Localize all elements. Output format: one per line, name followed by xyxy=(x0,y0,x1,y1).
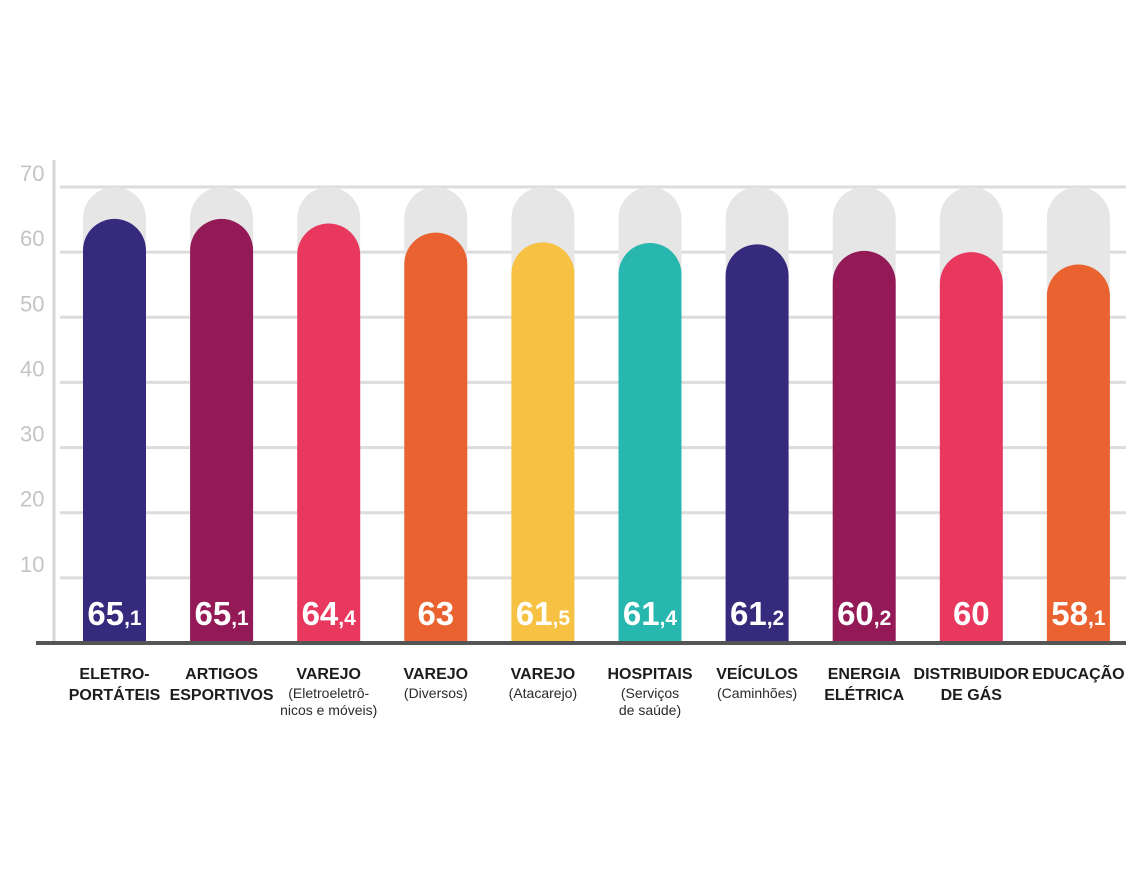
bar-value-label: 60,2 xyxy=(837,595,891,632)
bars: 65,1 65,1 64,4 63 61,5 61,4 61,2 60,2 60 58,1 xyxy=(83,186,1110,643)
bar xyxy=(511,242,575,643)
category-label: ESPORTIVOS xyxy=(170,687,274,704)
bar xyxy=(190,218,254,643)
bar-value-label: 63 xyxy=(417,595,454,632)
category-label: VEÍCULOS xyxy=(716,664,798,683)
bar-value-label: 58,1 xyxy=(1051,595,1106,632)
bar-value-decimal: ,1 xyxy=(231,607,249,630)
y-tick-label: 20 xyxy=(20,487,44,512)
bar-value-decimal: ,2 xyxy=(874,607,892,630)
bar xyxy=(404,232,468,643)
category-label: PORTÁTEIS xyxy=(69,685,161,704)
bar-value-integer: 64 xyxy=(302,595,339,632)
bar-value-integer: 58 xyxy=(1051,595,1088,632)
category-label: DISTRIBUIDOR xyxy=(914,666,1030,683)
bar-value-label: 61,4 xyxy=(623,595,678,632)
y-tick-label: 30 xyxy=(20,422,44,447)
category-sublabel: nicos e móveis) xyxy=(280,702,377,718)
bar-value-label: 65,1 xyxy=(194,595,249,632)
category-label: VAREJO xyxy=(403,666,468,683)
bar xyxy=(1046,264,1110,643)
bar-value-integer: 60 xyxy=(953,595,990,632)
category-sublabel: (Atacarejo) xyxy=(509,685,577,701)
bar-value-integer: 60 xyxy=(837,595,874,632)
bar-value-integer: 61 xyxy=(730,595,767,632)
y-tick-label: 60 xyxy=(20,226,44,251)
bar xyxy=(939,252,1003,643)
bar-value-label: 65,1 xyxy=(87,595,142,632)
bar-value-integer: 63 xyxy=(417,595,454,632)
bar xyxy=(83,218,146,643)
bar-value-label: 64,4 xyxy=(302,595,357,632)
category-label: ELÉTRICA xyxy=(824,685,904,704)
bar xyxy=(832,250,896,643)
category-sublabel: (Caminhões) xyxy=(717,685,797,701)
category-sublabel: (Diversos) xyxy=(404,685,468,701)
bar-value-integer: 65 xyxy=(194,595,231,632)
bar xyxy=(618,243,682,643)
bar-value-label: 60 xyxy=(953,595,990,632)
bar-value-decimal: ,2 xyxy=(767,607,785,630)
bar-value-label: 61,5 xyxy=(516,595,571,632)
category-label: VAREJO xyxy=(511,666,576,683)
category-label: DE GÁS xyxy=(941,685,1003,704)
y-tick-label: 10 xyxy=(20,552,44,577)
bar-value-decimal: ,5 xyxy=(553,607,571,630)
y-tick-label: 40 xyxy=(20,356,44,381)
bar-value-label: 61,2 xyxy=(730,595,784,632)
bar-value-integer: 61 xyxy=(623,595,660,632)
category-label: ENERGIA xyxy=(828,666,901,683)
bar xyxy=(725,244,789,643)
bar-value-decimal: ,4 xyxy=(660,607,678,630)
category-labels: ELETRO- PORTÁTEIS ARTIGOS ESPORTIVOS VAREJO (… xyxy=(69,663,1125,718)
category-label: HOSPITAIS xyxy=(607,666,692,683)
bar xyxy=(297,223,361,643)
y-axis-ticks: 10 20 30 40 50 60 70 xyxy=(20,161,44,577)
bar-value-decimal: ,1 xyxy=(1088,607,1106,630)
bar-value-decimal: ,4 xyxy=(338,607,356,630)
bar-value-integer: 65 xyxy=(87,595,124,632)
category-sublabel: (Serviços xyxy=(621,685,679,701)
bar-value-integer: 61 xyxy=(516,595,553,632)
bar-value-decimal: ,1 xyxy=(124,607,142,630)
category-label: ARTIGOS xyxy=(185,666,258,683)
y-tick-label: 50 xyxy=(20,291,44,316)
y-tick-label: 70 xyxy=(20,161,44,186)
category-sublabel: (Eletroeletrô- xyxy=(288,685,369,701)
category-label: EDUCAÇÃO xyxy=(1032,663,1124,683)
category-label: ELETRO- xyxy=(79,666,149,683)
category-label: VAREJO xyxy=(296,666,361,683)
category-sublabel: de saúde) xyxy=(619,702,681,718)
